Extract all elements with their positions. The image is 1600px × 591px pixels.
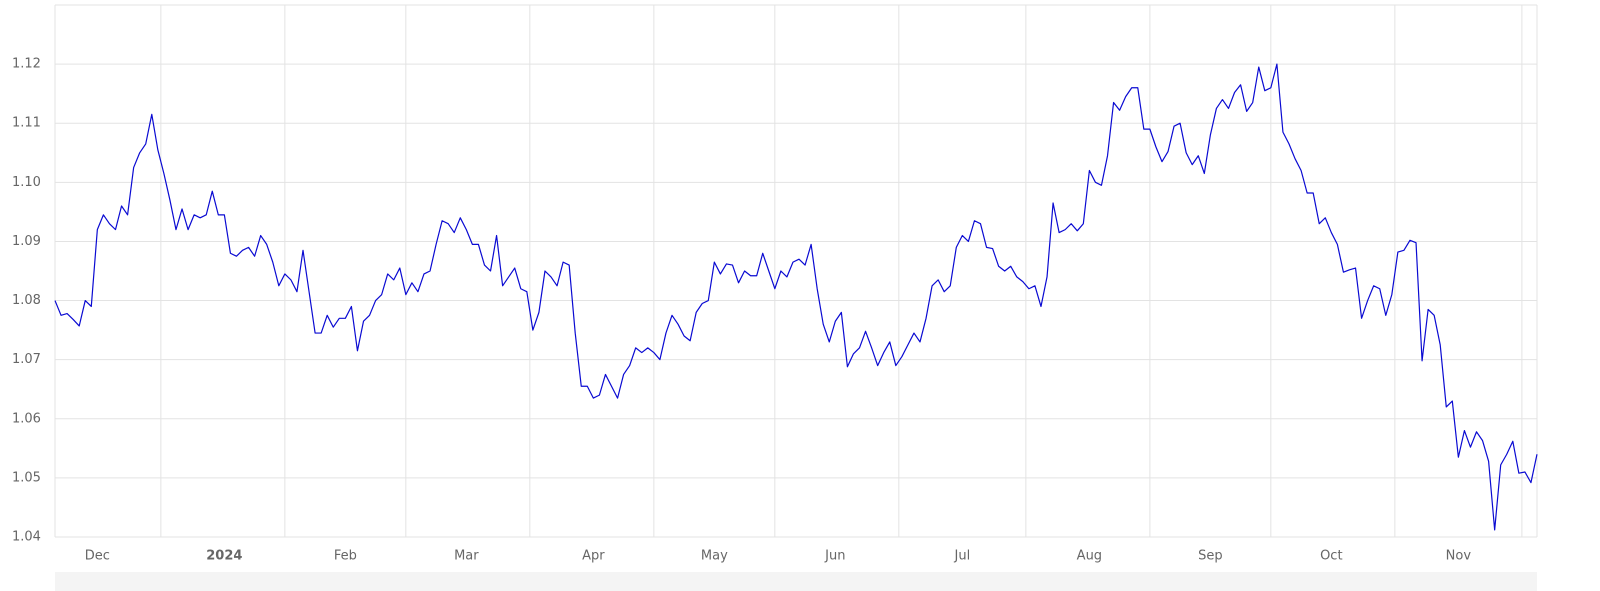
- x-tick-label: Nov: [1446, 549, 1472, 564]
- x-tick-label: Mar: [454, 549, 479, 564]
- x-tick-label: Aug: [1077, 549, 1102, 564]
- y-tick-label: 1.07: [12, 352, 41, 367]
- x-tick-label: Jun: [824, 549, 845, 564]
- y-tick-label: 1.06: [12, 411, 41, 426]
- x-tick-label: 2024: [206, 549, 242, 564]
- x-tick-label: Oct: [1320, 549, 1342, 564]
- scroll-strip: [55, 572, 1537, 591]
- y-tick-label: 1.04: [12, 530, 41, 545]
- x-tick-label: Dec: [85, 549, 110, 564]
- y-tick-label: 1.08: [12, 293, 41, 308]
- x-tick-label: Apr: [582, 549, 605, 564]
- y-tick-label: 1.11: [12, 116, 41, 131]
- x-tick-label: Jul: [954, 549, 971, 564]
- x-tick-label: Feb: [334, 549, 357, 564]
- price-line: [54, 63, 1538, 531]
- y-tick-label: 1.12: [12, 57, 41, 72]
- y-tick-label: 1.09: [12, 234, 41, 249]
- y-tick-label: 1.05: [12, 470, 41, 485]
- y-tick-label: 1.10: [12, 175, 41, 190]
- x-tick-label: Sep: [1198, 549, 1223, 564]
- x-tick-label: May: [701, 549, 728, 564]
